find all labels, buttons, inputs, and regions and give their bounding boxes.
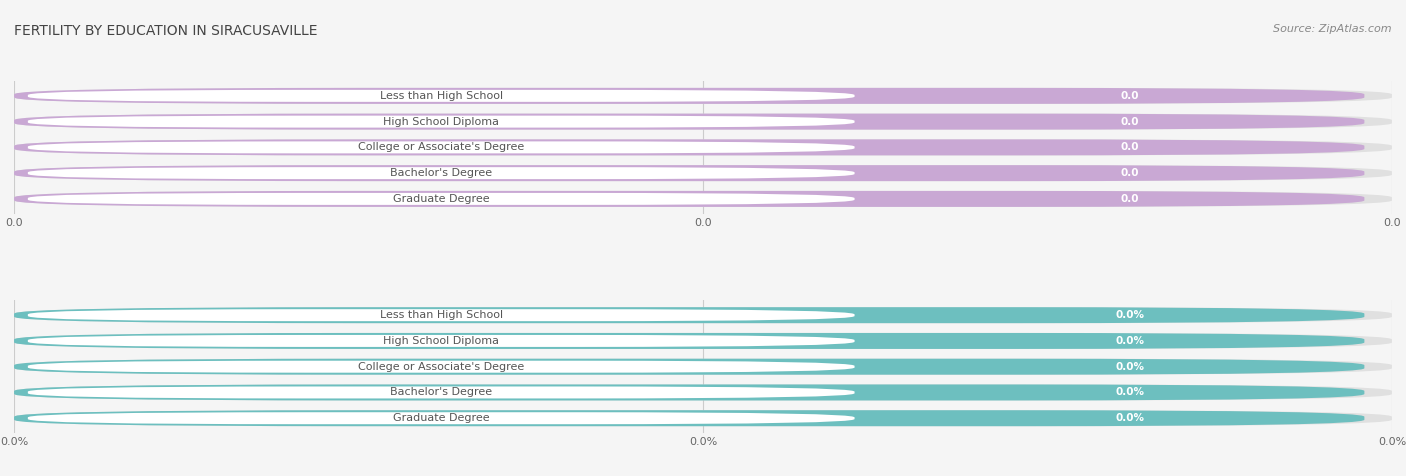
Text: Source: ZipAtlas.com: Source: ZipAtlas.com [1274, 24, 1392, 34]
FancyBboxPatch shape [14, 307, 1392, 323]
FancyBboxPatch shape [14, 359, 1364, 375]
FancyBboxPatch shape [14, 333, 1392, 349]
Text: FERTILITY BY EDUCATION IN SIRACUSAVILLE: FERTILITY BY EDUCATION IN SIRACUSAVILLE [14, 24, 318, 38]
Text: Bachelor's Degree: Bachelor's Degree [389, 168, 492, 178]
Text: 0.0: 0.0 [1121, 91, 1139, 101]
FancyBboxPatch shape [14, 191, 1392, 207]
FancyBboxPatch shape [28, 193, 855, 205]
FancyBboxPatch shape [14, 114, 1364, 129]
Text: Graduate Degree: Graduate Degree [392, 194, 489, 204]
FancyBboxPatch shape [14, 165, 1364, 181]
FancyBboxPatch shape [28, 141, 855, 153]
FancyBboxPatch shape [14, 333, 1364, 349]
FancyBboxPatch shape [14, 88, 1392, 104]
Text: 0.0%: 0.0% [1115, 413, 1144, 423]
FancyBboxPatch shape [28, 387, 855, 398]
FancyBboxPatch shape [28, 335, 855, 347]
Text: High School Diploma: High School Diploma [384, 117, 499, 127]
FancyBboxPatch shape [14, 191, 1364, 207]
Text: Graduate Degree: Graduate Degree [392, 413, 489, 423]
FancyBboxPatch shape [28, 116, 855, 128]
Text: College or Associate's Degree: College or Associate's Degree [359, 362, 524, 372]
FancyBboxPatch shape [28, 167, 855, 179]
FancyBboxPatch shape [28, 90, 855, 102]
Text: High School Diploma: High School Diploma [384, 336, 499, 346]
FancyBboxPatch shape [28, 309, 855, 321]
FancyBboxPatch shape [14, 139, 1392, 155]
FancyBboxPatch shape [14, 307, 1364, 323]
FancyBboxPatch shape [14, 359, 1392, 375]
Text: Less than High School: Less than High School [380, 91, 503, 101]
FancyBboxPatch shape [14, 385, 1392, 400]
Text: 0.0%: 0.0% [1115, 336, 1144, 346]
Text: 0.0: 0.0 [1121, 168, 1139, 178]
Text: Bachelor's Degree: Bachelor's Degree [389, 387, 492, 397]
FancyBboxPatch shape [14, 165, 1392, 181]
FancyBboxPatch shape [28, 361, 855, 373]
Text: 0.0%: 0.0% [1115, 310, 1144, 320]
Text: Less than High School: Less than High School [380, 310, 503, 320]
FancyBboxPatch shape [14, 88, 1364, 104]
Text: 0.0%: 0.0% [1115, 362, 1144, 372]
Text: 0.0: 0.0 [1121, 142, 1139, 152]
Text: 0.0%: 0.0% [1115, 387, 1144, 397]
Text: 0.0: 0.0 [1121, 194, 1139, 204]
Text: College or Associate's Degree: College or Associate's Degree [359, 142, 524, 152]
FancyBboxPatch shape [14, 114, 1392, 129]
FancyBboxPatch shape [14, 410, 1392, 426]
Text: 0.0: 0.0 [1121, 117, 1139, 127]
FancyBboxPatch shape [14, 410, 1364, 426]
FancyBboxPatch shape [14, 139, 1364, 155]
FancyBboxPatch shape [14, 385, 1364, 400]
FancyBboxPatch shape [28, 412, 855, 424]
